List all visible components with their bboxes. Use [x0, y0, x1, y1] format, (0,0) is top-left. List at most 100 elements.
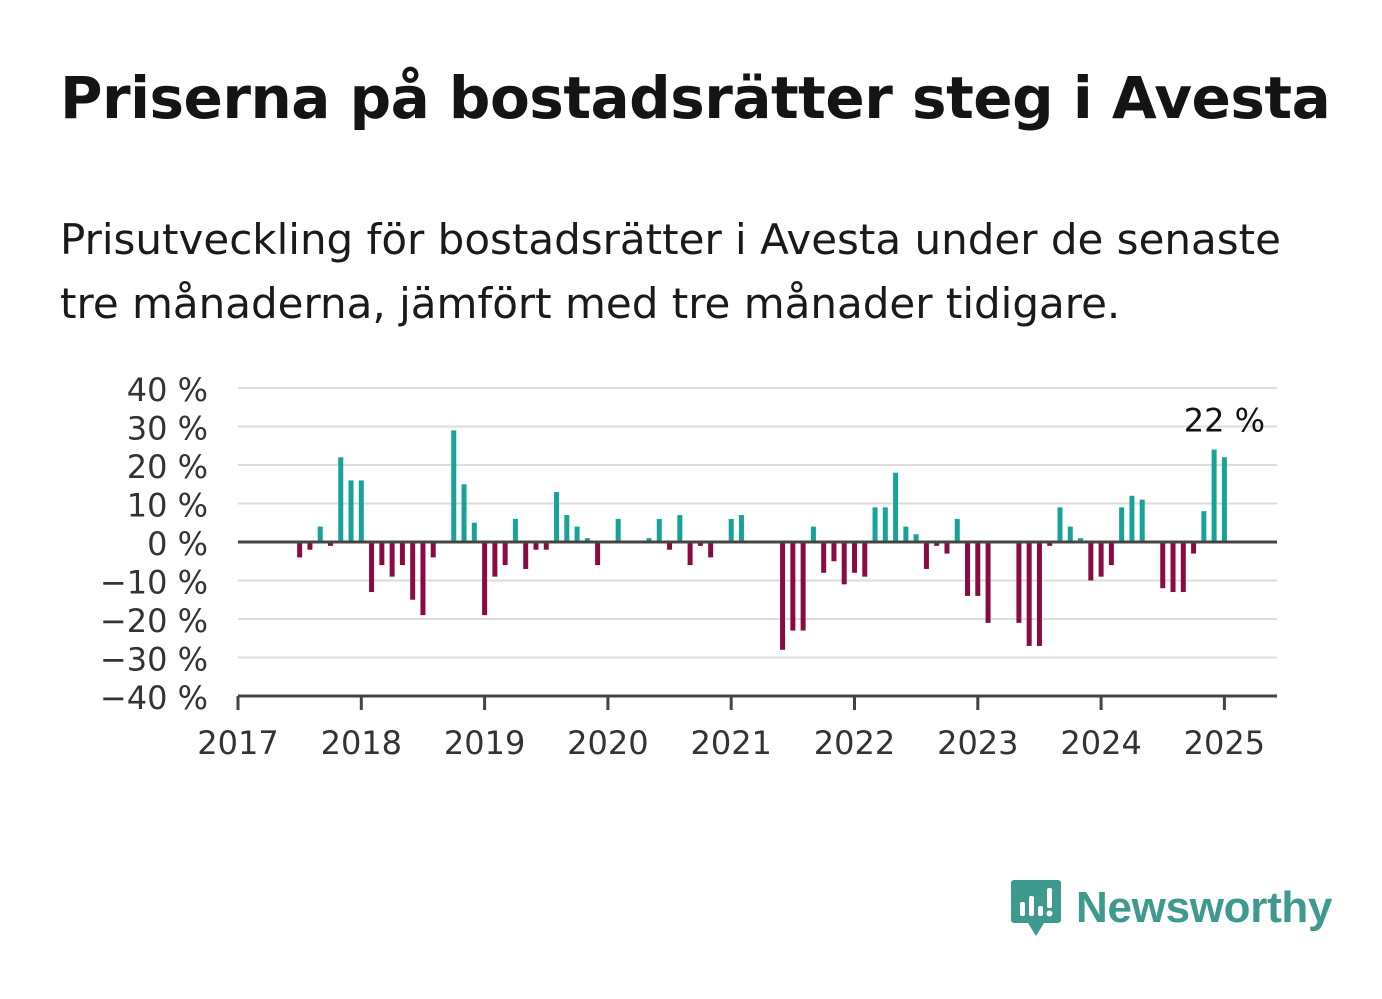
bar	[852, 542, 857, 573]
bar	[1201, 511, 1207, 542]
bar	[646, 538, 652, 542]
bar	[965, 542, 971, 596]
bar	[1160, 542, 1166, 589]
bar	[358, 480, 364, 542]
bar	[1221, 457, 1227, 542]
bar	[1170, 542, 1176, 593]
y-tick-label: 40 %	[127, 371, 208, 409]
bar	[954, 518, 960, 542]
bar	[738, 515, 744, 542]
bar	[944, 542, 950, 554]
bar	[913, 534, 919, 542]
bar	[564, 515, 570, 542]
bar	[677, 515, 683, 542]
bar	[348, 480, 354, 542]
bar	[821, 542, 827, 573]
bar	[841, 542, 847, 585]
bar	[1088, 542, 1094, 581]
bar	[1057, 507, 1063, 542]
chart-subtitle: Prisutveckling för bostadsrätter i Avest…	[60, 215, 1281, 328]
bar	[327, 542, 333, 546]
bar	[379, 542, 385, 566]
bar	[903, 526, 909, 542]
x-tick-label: 2024	[1060, 724, 1141, 762]
bar	[492, 542, 498, 577]
bar	[1098, 542, 1104, 577]
bar	[810, 526, 816, 542]
bar	[502, 542, 508, 566]
bar	[482, 542, 488, 616]
x-tick-label: 2021	[690, 724, 771, 762]
bar	[862, 542, 868, 577]
bar	[1211, 449, 1217, 542]
bar	[369, 542, 375, 593]
bar	[533, 542, 539, 550]
bar	[512, 518, 518, 542]
x-tick-label: 2019	[444, 724, 525, 762]
bar	[1036, 542, 1042, 646]
y-tick-label: −10 %	[100, 564, 208, 602]
bar	[399, 542, 405, 566]
bar	[615, 518, 621, 542]
y-tick-label: −40 %	[100, 679, 208, 717]
bar	[975, 542, 981, 596]
x-tick-label: 2023	[937, 724, 1018, 762]
bar	[728, 518, 734, 542]
bar	[697, 542, 703, 546]
bar	[985, 542, 991, 623]
brand-name: Newsworthy	[1076, 883, 1333, 932]
x-tick-label: 2025	[1184, 724, 1265, 762]
bar	[389, 542, 395, 577]
bar	[1119, 507, 1125, 542]
bar	[1016, 542, 1022, 623]
bar	[554, 491, 560, 542]
bar	[790, 542, 796, 631]
bar	[584, 538, 590, 542]
bar	[471, 522, 477, 542]
brand-logo: Newsworthy	[1010, 878, 1332, 938]
bar	[338, 457, 344, 542]
bar	[297, 542, 303, 558]
chart-title: Priserna på bostadsrätter steg i Avesta	[60, 64, 1331, 132]
bar	[1180, 542, 1186, 593]
bar	[543, 542, 549, 550]
bar	[430, 542, 436, 558]
data-label: 22 %	[1184, 402, 1265, 440]
bar	[1139, 499, 1145, 542]
bar-layer	[297, 430, 1227, 650]
bar	[687, 542, 693, 566]
axis-layer: 40 %30 %20 %10 %0 %−10 %−20 %−30 %−40 % 2…	[100, 371, 1277, 762]
bar	[1108, 542, 1114, 566]
bar	[420, 542, 426, 616]
bar	[410, 542, 416, 600]
y-tick-label: 10 %	[127, 487, 208, 525]
bar	[667, 542, 673, 550]
bar	[656, 518, 662, 542]
bar	[882, 507, 888, 542]
x-tick-label: 2020	[567, 724, 648, 762]
bar	[800, 542, 806, 631]
x-tick-label: 2022	[814, 724, 895, 762]
newsworthy-logo-icon	[1011, 880, 1061, 936]
y-tick-label: 30 %	[127, 410, 208, 448]
bar	[923, 542, 929, 569]
y-tick-label: −30 %	[100, 641, 208, 679]
bar	[934, 542, 940, 546]
y-tick-label: 0 %	[147, 525, 208, 563]
bar	[708, 542, 714, 558]
bar	[307, 542, 313, 550]
bar	[872, 507, 878, 542]
bar	[780, 542, 786, 650]
bar	[1067, 526, 1073, 542]
bar	[893, 472, 899, 542]
y-tick-label: −20 %	[100, 602, 208, 640]
bar	[451, 430, 457, 542]
label-layer: 22 %	[1184, 402, 1265, 440]
bar	[461, 484, 467, 542]
bar	[1026, 542, 1032, 646]
bar	[831, 542, 837, 562]
x-tick-label: 2018	[321, 724, 402, 762]
bar	[523, 542, 529, 569]
bar	[574, 526, 580, 542]
